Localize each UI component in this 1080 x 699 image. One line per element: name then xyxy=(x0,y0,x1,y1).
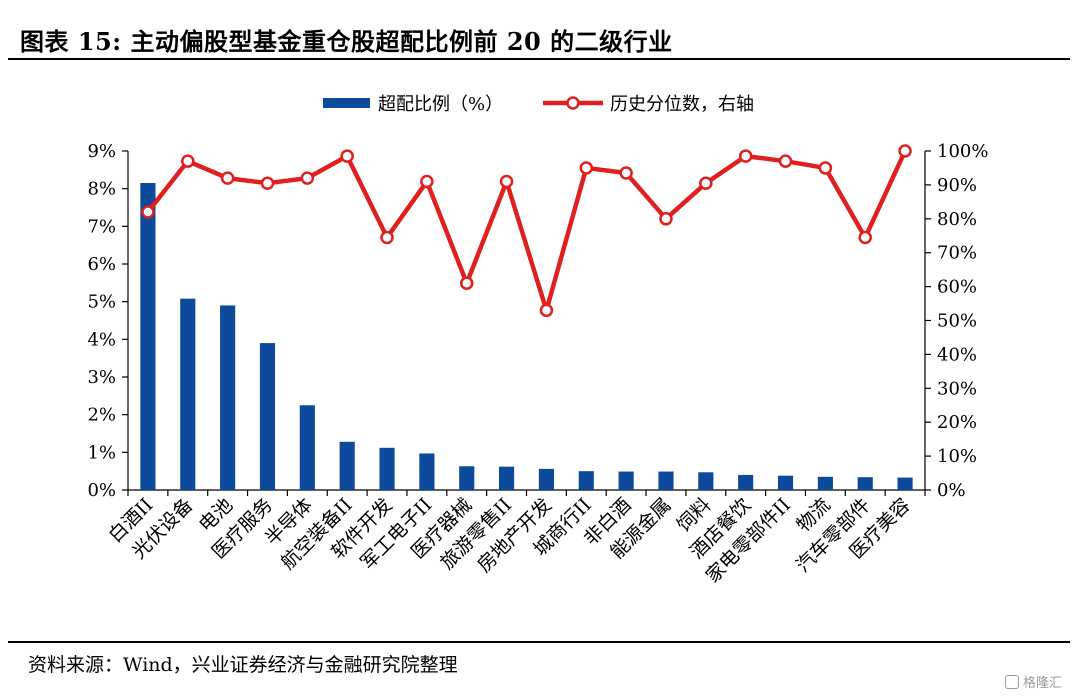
bar xyxy=(259,343,276,490)
bar xyxy=(339,441,355,490)
watermark: 格隆汇 xyxy=(1004,672,1062,691)
line-point xyxy=(539,303,554,318)
line-point xyxy=(459,276,474,290)
line-point xyxy=(340,149,354,163)
y-right-tick-label: 100% xyxy=(937,141,988,162)
legend-bar-swatch xyxy=(323,98,370,108)
y-right-tick-label: 50% xyxy=(937,311,977,332)
line-point xyxy=(181,154,195,168)
source-note: 资料来源：Wind，兴业证券经济与金融研究院整理 xyxy=(28,654,458,676)
legend-line-marker xyxy=(566,96,580,110)
y-left-tick-label: 9% xyxy=(87,141,116,162)
bar xyxy=(777,475,794,490)
line-point xyxy=(579,161,594,175)
y-left-tick-label: 6% xyxy=(87,254,116,275)
y-right-tick-label: 30% xyxy=(937,378,977,399)
bar xyxy=(897,477,913,490)
legend: 超配比例（%） 历史分位数，右轴 xyxy=(323,94,754,115)
y-right-tick-label: 20% xyxy=(937,412,977,433)
bar xyxy=(538,468,554,490)
y-right-tick-label: 60% xyxy=(937,277,977,298)
line-point xyxy=(738,149,753,163)
y-right-tick-label: 90% xyxy=(937,175,977,196)
y-left-tick-label: 1% xyxy=(87,442,116,463)
bar xyxy=(738,474,754,490)
y-left-tick-label: 5% xyxy=(87,292,116,313)
bar xyxy=(220,305,236,490)
line-point xyxy=(659,212,673,226)
series-line xyxy=(146,150,908,313)
chart-title: 图表 15: 主动偏股型基金重仓股超配比例前 20 的二级行业 xyxy=(20,27,673,56)
y-left-tick-label: 8% xyxy=(87,179,116,200)
line-point xyxy=(300,171,315,185)
chart: 0% 1% 2% 3% 4% 5% 6% 7% 8% 9% 0% 10% 20% 30% 40% 50% 60%… xyxy=(87,94,988,587)
watermark-logo-icon xyxy=(1004,674,1019,689)
y-right-tick-label: 70% xyxy=(937,243,977,264)
line-point xyxy=(499,174,514,189)
title-divider xyxy=(8,58,1070,60)
y-right-tick-label: 40% xyxy=(937,344,977,365)
bar xyxy=(459,466,475,490)
bar xyxy=(140,183,156,490)
bar xyxy=(299,405,315,490)
line-point xyxy=(420,174,434,189)
line-point xyxy=(898,144,912,158)
bar xyxy=(698,472,714,490)
y-left-tick-label: 2% xyxy=(87,405,116,426)
bar xyxy=(180,298,196,490)
bar xyxy=(618,471,634,490)
line-point xyxy=(699,176,713,190)
bar xyxy=(379,447,395,490)
line-point xyxy=(858,230,872,245)
line-point xyxy=(619,166,633,180)
bar xyxy=(578,471,594,490)
y-right-tick-label: 10% xyxy=(937,446,977,467)
y-left-tick-label: 4% xyxy=(87,329,116,350)
watermark-text: 格隆汇 xyxy=(1022,676,1062,691)
bar xyxy=(817,476,833,490)
bar xyxy=(658,471,674,490)
bar xyxy=(419,453,435,490)
line-point xyxy=(818,161,833,175)
legend-line-label: 历史分位数，右轴 xyxy=(610,94,754,115)
line-point xyxy=(141,205,155,219)
y-right-tick-label: 80% xyxy=(937,209,977,230)
line-point xyxy=(220,171,235,185)
line-point xyxy=(380,230,394,245)
bar xyxy=(857,477,873,490)
line-point xyxy=(778,154,793,168)
y-right-tick-label: 0% xyxy=(937,480,966,501)
y-left-tick-label: 7% xyxy=(87,216,116,237)
bar xyxy=(499,466,515,490)
y-left-tick-label: 0% xyxy=(87,480,116,501)
line-point xyxy=(260,176,275,190)
y-left-tick-label: 3% xyxy=(87,367,116,388)
legend-bar-label: 超配比例（%） xyxy=(378,94,503,115)
footer-divider xyxy=(8,641,1070,643)
